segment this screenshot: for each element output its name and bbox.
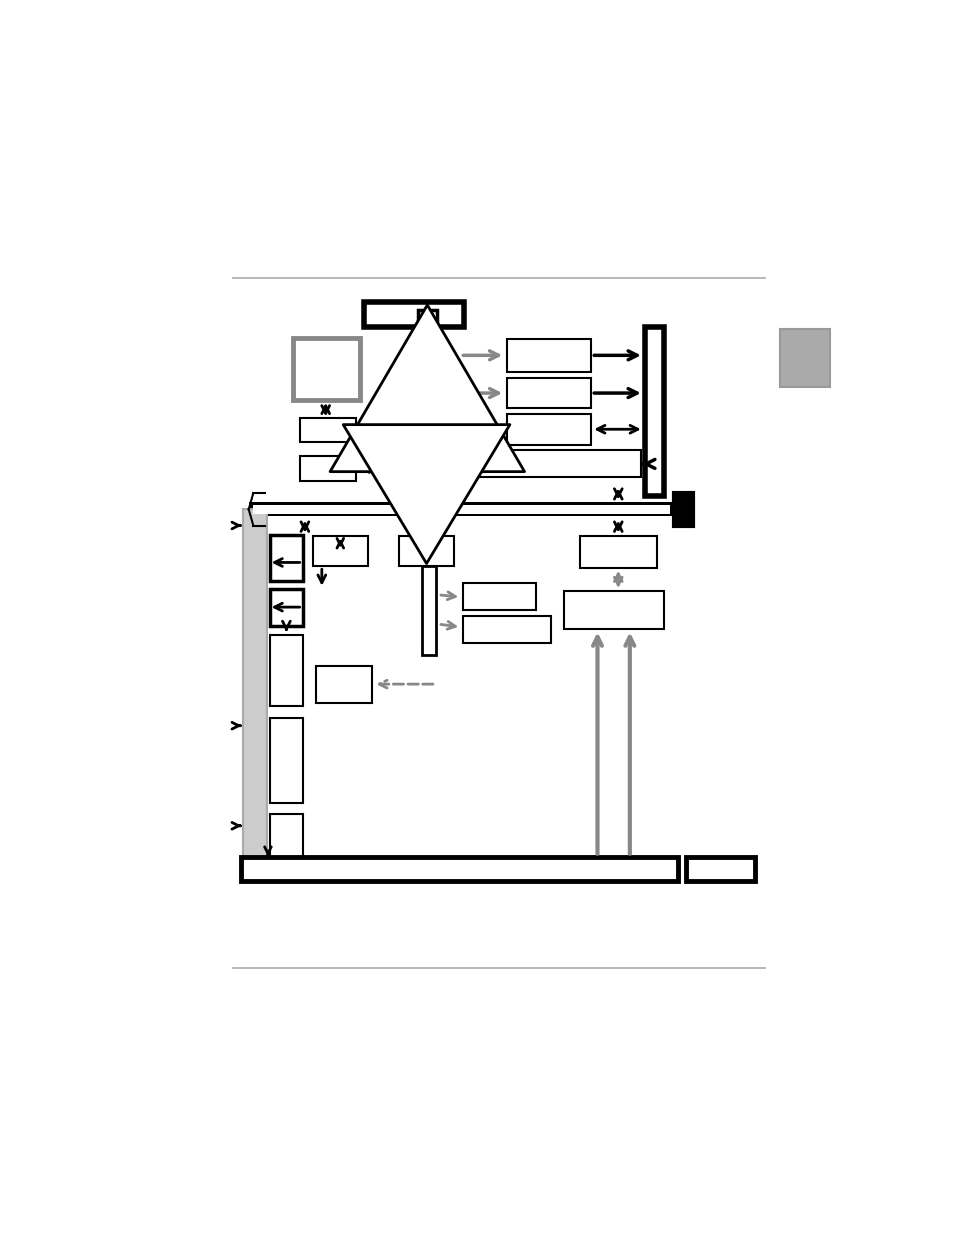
Bar [506,378,591,409]
Bar [462,616,551,643]
Bar [506,340,591,372]
Bar [270,535,302,580]
Bar [249,503,674,516]
Bar [300,417,355,442]
Bar [270,718,302,803]
Bar [421,567,436,655]
Bar [270,635,302,705]
Bar [579,536,656,568]
Bar [674,493,692,526]
Bar [293,338,360,400]
Bar [644,327,663,496]
Bar [564,592,664,630]
Bar [462,583,536,610]
Bar [780,330,829,387]
Bar [685,857,755,882]
Bar [398,536,454,567]
Bar [300,456,355,480]
Bar [417,310,436,503]
Bar [270,589,302,626]
Bar [460,450,640,477]
Bar [313,536,368,567]
Bar [242,509,267,857]
Bar [316,666,372,703]
Bar [364,303,464,327]
Bar [506,414,591,445]
Bar [241,857,678,882]
Bar [253,505,669,514]
Bar [270,814,302,857]
